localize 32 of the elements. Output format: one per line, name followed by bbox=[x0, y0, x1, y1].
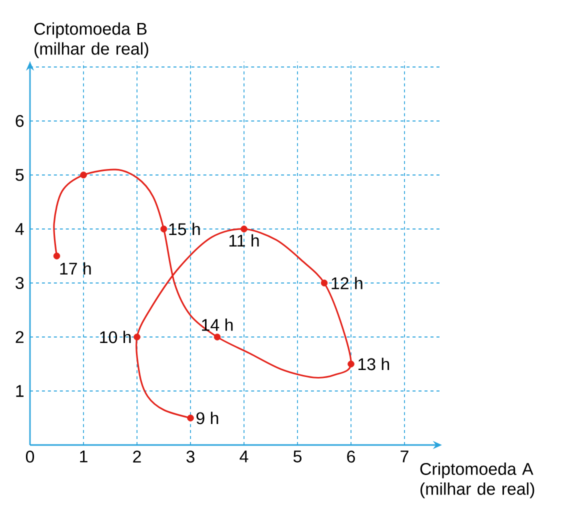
x-tick-label: 2 bbox=[133, 450, 141, 462]
point bbox=[320, 280, 328, 286]
annotation: 14 h bbox=[202, 318, 233, 331]
point bbox=[160, 226, 168, 232]
y-tick-label: 6 bbox=[16, 115, 24, 127]
x-tick-label: 6 bbox=[347, 450, 355, 463]
point bbox=[134, 334, 140, 340]
point bbox=[80, 172, 87, 178]
x-tick-label: 0 bbox=[26, 450, 34, 463]
annotation: 11 h bbox=[229, 234, 259, 246]
y-tick-label: 3 bbox=[16, 277, 24, 289]
x-axis-title: Criptomoeda A (milhar de real) bbox=[420, 462, 534, 498]
y-axis-title: Criptomoeda B (milhar de real) bbox=[34, 22, 148, 58]
x-tick-label: 3 bbox=[186, 450, 194, 463]
point bbox=[348, 360, 354, 368]
y-tick-label: 1 bbox=[16, 385, 24, 397]
x-tick-label: 5 bbox=[293, 450, 302, 462]
y-tick-label: 4 bbox=[15, 223, 24, 235]
annotation: 9 h bbox=[196, 412, 218, 424]
y-tick-label: 2 bbox=[16, 331, 24, 343]
point bbox=[214, 334, 221, 340]
point bbox=[187, 414, 194, 422]
x-tick-label: 4 bbox=[240, 450, 248, 462]
annotation: 17 h bbox=[60, 262, 91, 274]
annotation: 13 h bbox=[358, 358, 390, 370]
point bbox=[240, 226, 248, 232]
annotation: 10 h bbox=[100, 330, 131, 344]
point bbox=[53, 252, 60, 260]
x-tick-label: 1 bbox=[80, 450, 88, 462]
annotation: 12 h bbox=[332, 276, 362, 290]
x-tick-label: 7 bbox=[400, 450, 408, 462]
y-tick-label: 5 bbox=[16, 169, 24, 181]
